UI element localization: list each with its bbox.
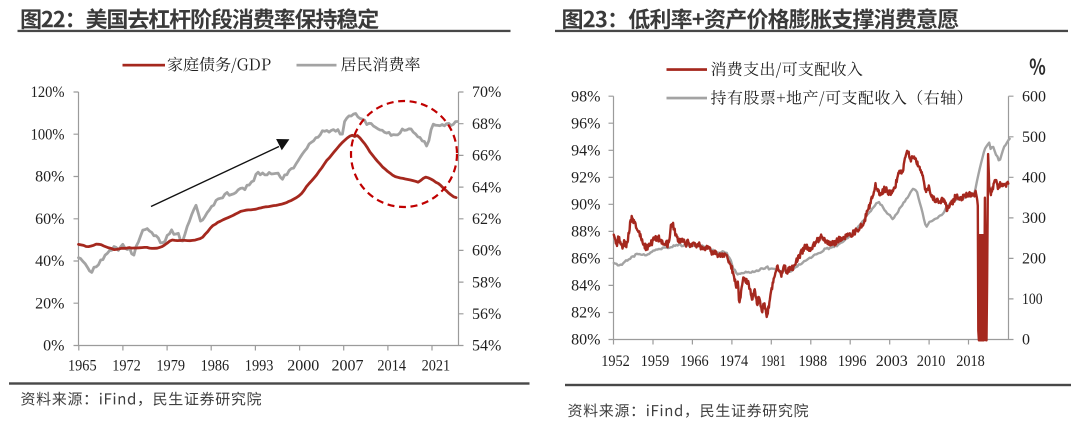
svg-text:64%: 64%	[472, 179, 501, 196]
svg-text:100: 100	[1022, 291, 1043, 308]
svg-text:96%: 96%	[571, 115, 600, 132]
svg-text:200: 200	[1022, 251, 1046, 268]
svg-text:100%: 100%	[31, 126, 65, 143]
svg-text:2010: 2010	[917, 353, 946, 370]
svg-text:600: 600	[1022, 88, 1046, 105]
svg-text:60%: 60%	[35, 211, 64, 228]
svg-text:1966: 1966	[680, 353, 709, 370]
svg-text:88%: 88%	[571, 224, 600, 241]
svg-text:300: 300	[1022, 210, 1046, 227]
svg-text:90%: 90%	[571, 197, 600, 214]
svg-text:1996: 1996	[838, 353, 867, 370]
svg-text:1981: 1981	[761, 353, 786, 370]
svg-text:92%: 92%	[571, 170, 600, 187]
svg-text:2021: 2021	[422, 358, 451, 375]
svg-text:1974: 1974	[720, 353, 749, 370]
svg-text:1972: 1972	[112, 358, 141, 375]
svg-text:20%: 20%	[35, 295, 64, 312]
svg-text:54%: 54%	[472, 338, 501, 355]
svg-text:1988: 1988	[799, 353, 828, 370]
svg-text:60%: 60%	[472, 243, 501, 260]
svg-text:84%: 84%	[571, 278, 600, 295]
svg-text:1986: 1986	[201, 358, 230, 375]
svg-text:0: 0	[1022, 332, 1030, 349]
svg-text:2003: 2003	[876, 353, 908, 370]
svg-text:500: 500	[1022, 129, 1046, 146]
svg-text:2014: 2014	[377, 358, 406, 375]
svg-text:1965: 1965	[68, 358, 97, 375]
svg-text:2007: 2007	[332, 358, 364, 375]
svg-text:40%: 40%	[35, 253, 64, 270]
svg-text:56%: 56%	[472, 306, 501, 323]
svg-text:0%: 0%	[43, 338, 64, 355]
svg-text:120%: 120%	[31, 84, 65, 101]
svg-text:68%: 68%	[472, 116, 501, 133]
svg-text:58%: 58%	[472, 274, 501, 291]
svg-text:86%: 86%	[571, 251, 600, 268]
svg-text:82%: 82%	[571, 305, 600, 322]
svg-text:2000: 2000	[287, 358, 319, 375]
svg-text:400: 400	[1022, 170, 1046, 187]
svg-text:98%: 98%	[571, 88, 600, 105]
svg-text:70%: 70%	[472, 84, 501, 101]
svg-text:1952: 1952	[601, 353, 630, 370]
svg-text:80%: 80%	[35, 169, 64, 186]
svg-text:1979: 1979	[156, 358, 185, 375]
svg-text:94%: 94%	[571, 143, 600, 160]
svg-text:80%: 80%	[571, 332, 600, 349]
svg-text:62%: 62%	[472, 211, 501, 228]
svg-text:1993: 1993	[245, 358, 274, 375]
svg-text:2018: 2018	[956, 353, 985, 370]
svg-text:66%: 66%	[472, 148, 501, 165]
svg-text:1959: 1959	[641, 353, 670, 370]
